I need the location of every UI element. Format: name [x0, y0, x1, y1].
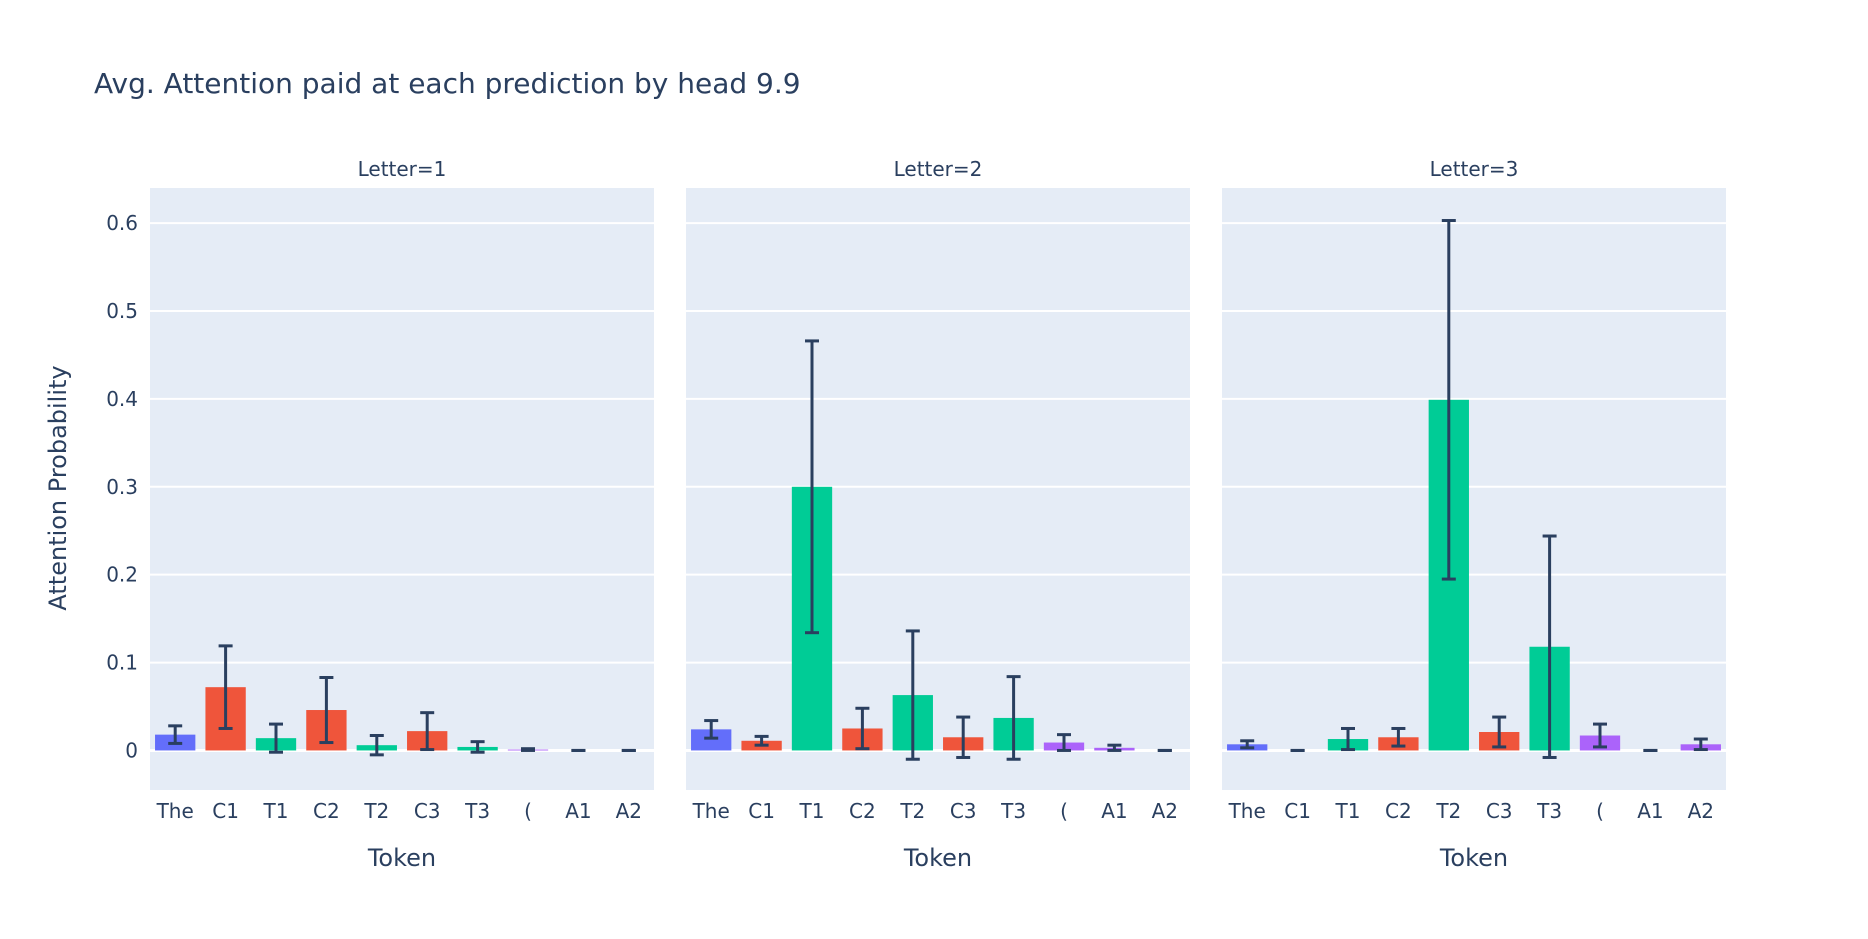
- x-tick-label: C1: [1284, 799, 1311, 823]
- x-tick-label: C3: [950, 799, 977, 823]
- x-tick-label: T2: [363, 799, 389, 823]
- bar: [691, 729, 732, 751]
- y-tick-label: 0: [125, 738, 138, 762]
- x-tick-label: A1: [565, 799, 591, 823]
- x-tick-label: A1: [1637, 799, 1663, 823]
- x-tick-label: A2: [616, 799, 642, 823]
- plot-background: [686, 188, 1190, 790]
- x-axis-title: Token: [1439, 844, 1508, 872]
- x-tick-label: T3: [464, 799, 490, 823]
- y-tick-label: 0.3: [106, 475, 138, 499]
- x-tick-label: C3: [414, 799, 441, 823]
- x-tick-label: T3: [1536, 799, 1562, 823]
- facet-panel: The C1 T1 C2 T2 C3 T3 ( A1 A2 Letter=3 Token: [1222, 157, 1726, 872]
- y-tick-label: 0.1: [106, 651, 138, 675]
- x-tick-label: T1: [799, 799, 825, 823]
- facet-panel: The C1 T1 C2 T2 C3 T3 ( A1 A2 Letter=1 Token: [150, 157, 654, 872]
- facet-panel: The C1 T1 C2 T2 C3 T3 ( A1 A2 Letter=2 Token: [686, 157, 1190, 872]
- x-tick-label: C2: [1385, 799, 1412, 823]
- x-tick-label: A1: [1101, 799, 1127, 823]
- x-tick-label: C3: [1486, 799, 1513, 823]
- x-tick-label: T3: [1000, 799, 1026, 823]
- chart-title: Avg. Attention paid at each prediction b…: [94, 67, 801, 100]
- x-tick-label: C2: [313, 799, 340, 823]
- x-tick-label: C1: [212, 799, 239, 823]
- facet-label: Letter=1: [358, 157, 447, 181]
- x-tick-label: The: [692, 799, 730, 823]
- x-tick-label: C2: [849, 799, 876, 823]
- plot-background: [1222, 188, 1726, 790]
- facets: 0 0.1 0.2 0.3 0.4 0.5 0.6 The C1 T1 C2 T2 C3 T3 ( A1 A2 L…: [106, 157, 1726, 872]
- x-tick-label: (: [1596, 799, 1604, 823]
- x-tick-label: T1: [263, 799, 289, 823]
- x-tick-label: C1: [748, 799, 775, 823]
- facet-label: Letter=2: [894, 157, 983, 181]
- x-tick-label: T1: [1335, 799, 1361, 823]
- x-tick-label: T2: [1435, 799, 1461, 823]
- y-tick-label: 0.5: [106, 299, 138, 323]
- facet-label: Letter=3: [1430, 157, 1519, 181]
- y-tick-label: 0.4: [106, 387, 138, 411]
- x-axis-title: Token: [367, 844, 436, 872]
- x-tick-label: A2: [1688, 799, 1714, 823]
- x-tick-label: (: [524, 799, 532, 823]
- x-tick-label: The: [1228, 799, 1266, 823]
- x-tick-label: (: [1060, 799, 1068, 823]
- y-tick-label: 0.2: [106, 563, 138, 587]
- x-axis-title: Token: [903, 844, 972, 872]
- x-tick-label: T2: [899, 799, 925, 823]
- y-axis-title: Attention Probability: [44, 365, 72, 610]
- x-tick-label: The: [156, 799, 194, 823]
- y-tick-label: 0.6: [106, 211, 138, 235]
- x-tick-label: A2: [1152, 799, 1178, 823]
